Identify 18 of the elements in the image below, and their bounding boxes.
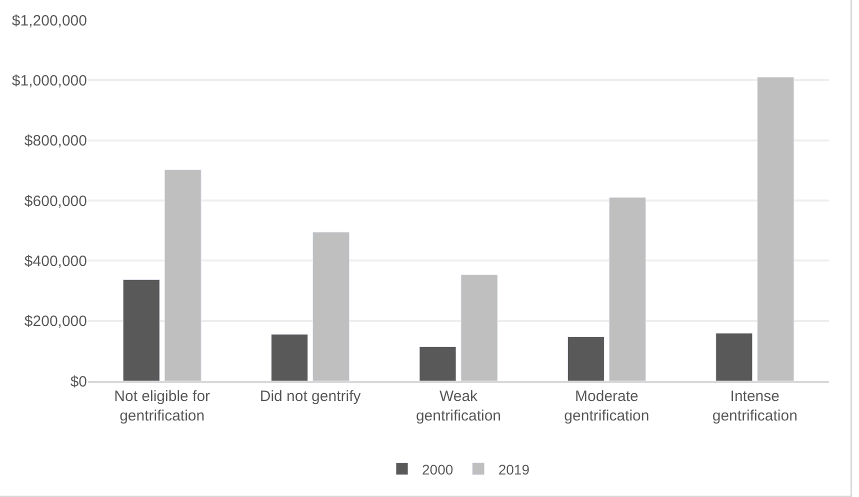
x-tick-label: Moderate gentrification — [564, 388, 650, 424]
y-tick-label: $600,000 — [24, 192, 87, 210]
x-tick-label: Did not gentrify — [260, 388, 362, 405]
y-tick-label: $400,000 — [24, 252, 87, 270]
legend-label: 2019 — [498, 461, 530, 478]
x-tick-label: Intense gentrification — [712, 388, 798, 424]
y-tick-label: $200,000 — [24, 313, 87, 330]
x-tick-label: Not eligible for gentrification — [114, 388, 210, 424]
bar — [271, 334, 308, 381]
legend-label: 2000 — [422, 461, 454, 478]
y-tick-label: $1,200,000 — [12, 12, 87, 30]
bar — [419, 346, 456, 381]
y-tick-label: $0 — [70, 373, 87, 390]
bar — [716, 332, 753, 381]
x-tick-label: Weak gentrification — [416, 388, 502, 424]
bar — [567, 336, 604, 381]
y-tick-label: $800,000 — [24, 132, 87, 150]
y-tick-label: $1,000,000 — [12, 72, 87, 90]
